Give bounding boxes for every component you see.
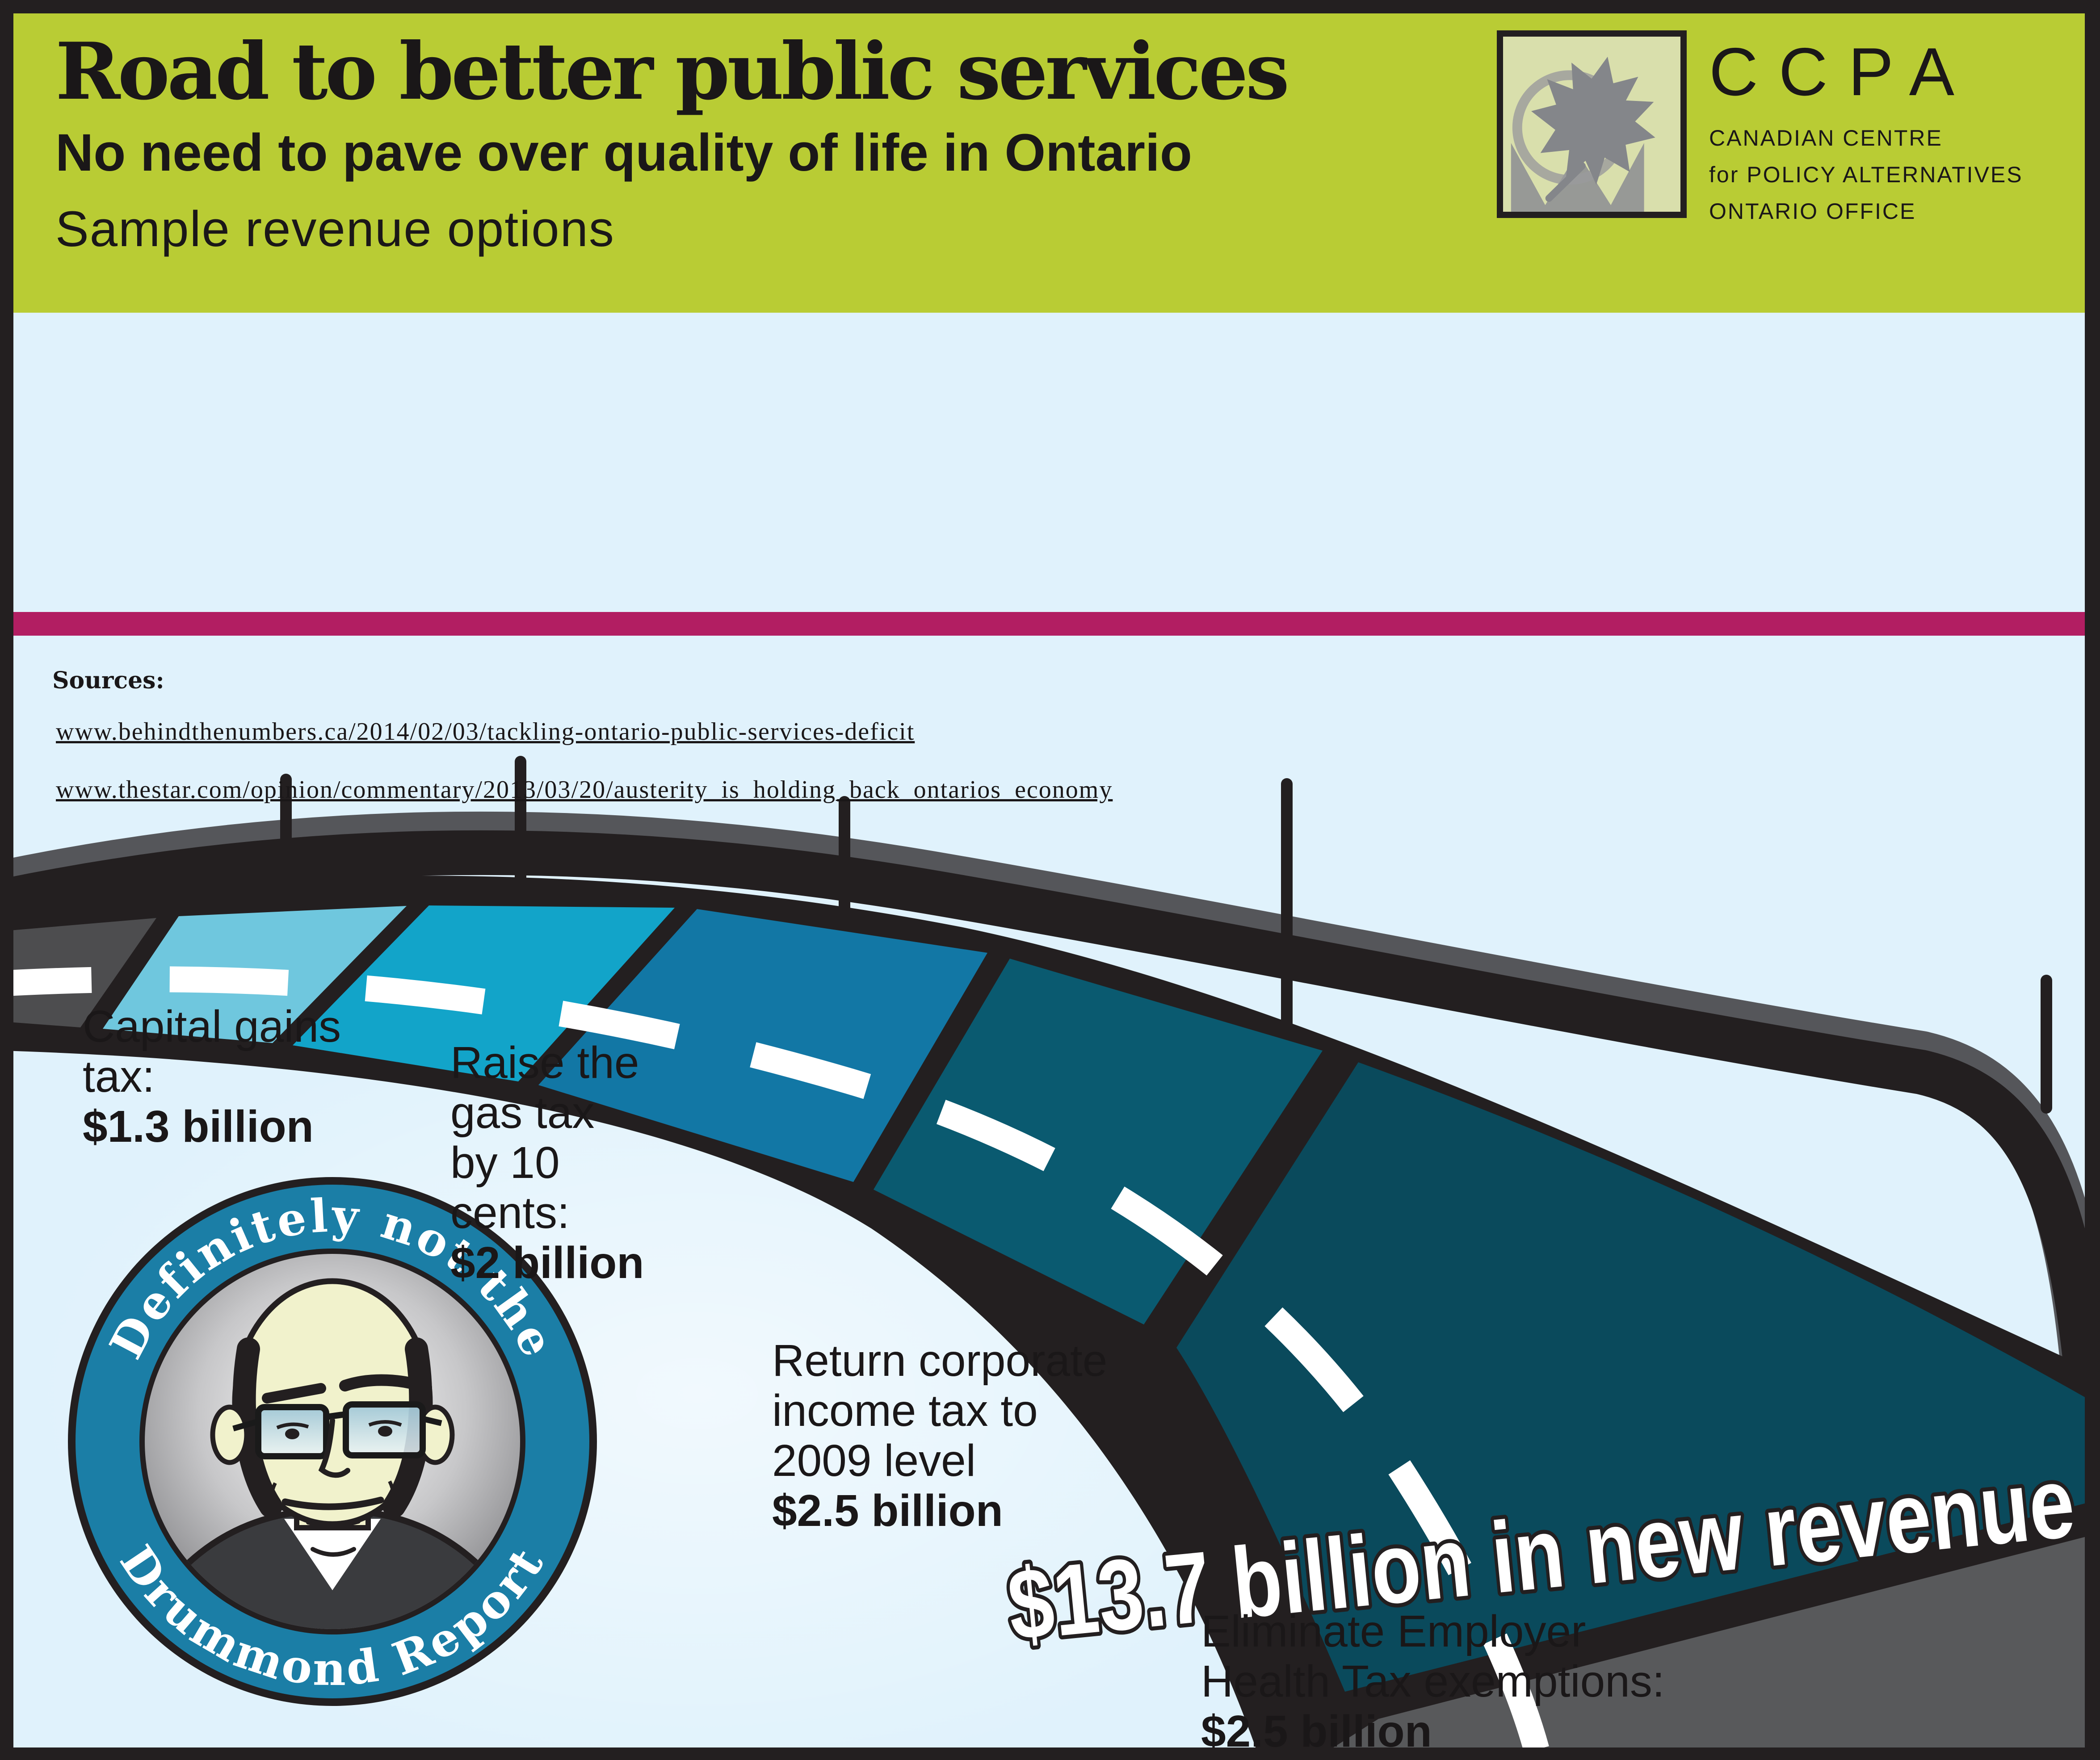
eyebrow-left — [262, 1383, 326, 1404]
label-line: by 10 — [450, 1138, 560, 1188]
label-amount: $2.5 billion — [772, 1486, 1003, 1536]
label-capital-gains-tax: Capital gains tax: $1.3 billion — [83, 1002, 2100, 1152]
ear-left — [210, 1404, 249, 1465]
lower-lip — [306, 1519, 361, 1528]
drummond-badge: Definitely not the Drummond Report — [68, 1177, 597, 1706]
mouth — [281, 1496, 384, 1510]
label-line: 2009 level — [772, 1436, 976, 1486]
ccpa-org-line3: ONTARIO OFFICE — [1709, 199, 1916, 224]
label-line: income tax to — [772, 1386, 1038, 1436]
chin-crease — [311, 1547, 356, 1557]
segment-health-tax — [874, 959, 1323, 1324]
ccpa-acronym: CCPA — [1709, 34, 1975, 110]
header-band: Road to better public services No need t… — [13, 13, 2085, 313]
label-line: tax: — [83, 1052, 155, 1102]
label-line: Return corporate — [772, 1336, 1108, 1386]
label-line: Raise the — [450, 1038, 639, 1088]
label-corporate-income-tax: Return corporate income tax to 2009 leve… — [772, 1336, 2100, 1536]
ccpa-org-name: CANADIAN CENTRE for POLICY ALTERNATIVES … — [1709, 120, 2023, 230]
label-amount: $2 billion — [450, 1238, 644, 1288]
frame-right — [2085, 0, 2100, 1760]
eyelid-left — [276, 1422, 309, 1429]
eye-left — [285, 1429, 299, 1439]
label-line: Capital gains — [83, 1002, 341, 1052]
source-link-1[interactable]: www.behindthenumbers.ca/2014/02/03/tackl… — [56, 718, 915, 746]
poster-subtitle: No need to pave over quality of life in … — [55, 123, 1192, 182]
poster-tagline: Sample revenue options — [55, 201, 615, 257]
sources-heading: Sources: — [52, 667, 164, 694]
maple-leaf-icon — [1511, 56, 1655, 212]
eyelid-right — [368, 1420, 402, 1427]
label-gas-tax: Raise the gas tax by 10 cents: $2 billio… — [450, 1038, 2100, 1288]
label-line: gas tax — [450, 1088, 595, 1138]
eye-right — [378, 1426, 392, 1437]
frame-left — [0, 0, 13, 1760]
segment-hst — [1176, 1062, 2100, 1692]
road-centre-line — [0, 966, 1552, 1760]
label-employer-health-tax: Eliminate Employer Health Tax exemptions… — [1201, 1606, 2100, 1756]
ccpa-logo — [1497, 30, 1687, 218]
poster-title: Road to better public services — [55, 26, 1289, 117]
ccpa-org-line1: CANADIAN CENTRE — [1709, 126, 1943, 151]
label-line: cents: — [450, 1188, 570, 1238]
source-link-2[interactable]: www.thestar.com/opinion/commentary/2013/… — [56, 776, 1113, 804]
label-amount: $1.3 billion — [83, 1102, 314, 1152]
magenta-divider — [13, 612, 2085, 636]
frame-top — [0, 0, 2100, 13]
nose — [318, 1418, 350, 1478]
smile-lines — [269, 1480, 395, 1509]
label-line: Eliminate Employer — [1201, 1606, 1586, 1656]
eyebrow-right — [339, 1374, 432, 1393]
label-line: Health Tax exemptions: — [1201, 1656, 1665, 1706]
ccpa-org-line2: for POLICY ALTERNATIVES — [1709, 162, 2023, 187]
frame-bottom — [0, 1747, 2100, 1760]
